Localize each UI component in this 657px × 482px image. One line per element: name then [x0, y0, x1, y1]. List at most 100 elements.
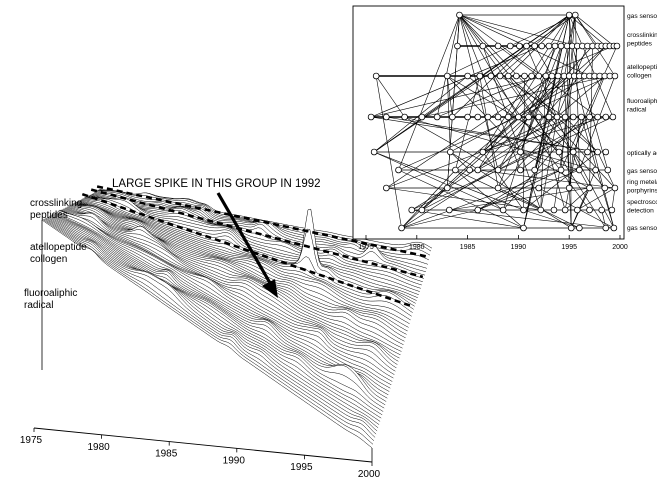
scatter-point [454, 42, 461, 50]
scatter-tick-label: 2000 [612, 244, 628, 251]
cross-link-line [449, 187, 590, 211]
scatter-point [535, 184, 543, 192]
scatter-point [398, 224, 405, 232]
ridge-line [90, 194, 422, 286]
ridge-line [42, 219, 374, 445]
scatter-row-label: gas sensor [627, 225, 657, 232]
ridge-line [52, 214, 384, 412]
ridge-line [53, 213, 385, 409]
ridge-line [48, 216, 380, 425]
scatter-row-label: fluoroaliphic [627, 98, 657, 105]
cross-link-line [459, 14, 519, 118]
waterfall-tick-label: 1975 [20, 435, 43, 446]
ridge-line [44, 218, 376, 438]
scatter-point [535, 72, 543, 80]
scatter-point [447, 148, 454, 156]
cross-link-line [577, 187, 616, 211]
waterfall-tick-label: 1995 [290, 462, 313, 473]
ridge-line [57, 210, 389, 396]
scatter-point [611, 72, 619, 80]
cross-link-line [371, 116, 598, 153]
scatter-point [446, 206, 453, 214]
scatter-row-label: radical [627, 106, 647, 113]
scatter-point [569, 113, 577, 121]
ridge-line [61, 209, 393, 382]
ridge-line [54, 213, 386, 406]
scatter-point [474, 206, 482, 214]
cross-link-line [455, 75, 570, 171]
scatter-point [517, 148, 524, 156]
ridge-line [60, 209, 392, 386]
waterfall-ridges [41, 189, 433, 448]
cross-link-line [482, 14, 570, 153]
cross-link-line [579, 169, 590, 189]
cross-link-line [446, 75, 451, 153]
ridge-line [45, 217, 377, 435]
scatter-tick-label: 1975 [358, 244, 374, 251]
ridge-line [68, 205, 400, 359]
scatter-point [598, 206, 606, 214]
cross-link-line [477, 45, 556, 171]
scatter-point [452, 166, 459, 174]
scatter-point [408, 206, 416, 214]
annotation-arrow-shaft [216, 192, 272, 284]
cross-link-line [371, 75, 546, 118]
ridge-line [58, 210, 390, 392]
ridge-line [81, 199, 413, 313]
scatter-point [542, 72, 550, 80]
cross-link-line [564, 187, 570, 211]
cross-link-line [574, 14, 580, 171]
ridge-line [67, 206, 399, 362]
scatter-point [370, 148, 378, 156]
scatter-point [383, 113, 390, 121]
waterfall-row-label: peptides [30, 210, 68, 221]
cross-link-line [375, 75, 402, 229]
waterfall-tick-label: 1990 [223, 455, 246, 466]
scatter-point [594, 148, 601, 156]
cross-link-line [447, 75, 574, 153]
ridge-line [86, 196, 418, 298]
scatter-point [611, 184, 619, 192]
scatter-point [504, 113, 512, 121]
ridge-line [79, 200, 411, 321]
scatter-points [367, 11, 621, 232]
cross-link-line [459, 14, 574, 153]
ridge-fill [57, 211, 389, 395]
ridge-line [92, 193, 424, 279]
scatter-point [523, 42, 530, 50]
ridge-line [70, 204, 402, 352]
scatter-point [531, 166, 538, 174]
scatter-point [551, 42, 559, 50]
cross-link-line [564, 187, 590, 211]
scatter-row-label: gas sensor [627, 13, 657, 20]
cross-link-line [520, 45, 562, 153]
cross-link-line [573, 151, 605, 189]
cross-link-line [401, 151, 521, 229]
cross-link-line [398, 169, 524, 229]
scatter-point [565, 11, 573, 19]
cross-link-line [523, 14, 576, 229]
scatter-point [561, 206, 569, 214]
scatter-point [602, 113, 610, 121]
cross-link-line [436, 14, 460, 118]
scatter-point [367, 113, 375, 121]
scatter-point [494, 42, 502, 50]
cross-link-line [534, 45, 588, 171]
scatter-point [464, 72, 471, 80]
waterfall-tick-label: 2000 [358, 469, 381, 480]
ridge-line [74, 202, 406, 339]
scatter-point [515, 113, 522, 121]
scatter-point [443, 184, 451, 192]
scatter-point [565, 184, 573, 192]
scatter-point [418, 206, 426, 214]
cross-link-line [520, 75, 553, 153]
waterfall-tick-label: 1980 [87, 442, 110, 453]
scatter-point [608, 206, 616, 214]
annotation-text: LARGE SPIKE IN THIS GROUP IN 1992 [112, 178, 321, 190]
cross-link-line [573, 75, 615, 229]
scatter-point [576, 166, 583, 174]
scatter-point [545, 113, 553, 121]
scatter-tick-label: 1985 [460, 244, 476, 251]
scatter-point [548, 72, 556, 80]
